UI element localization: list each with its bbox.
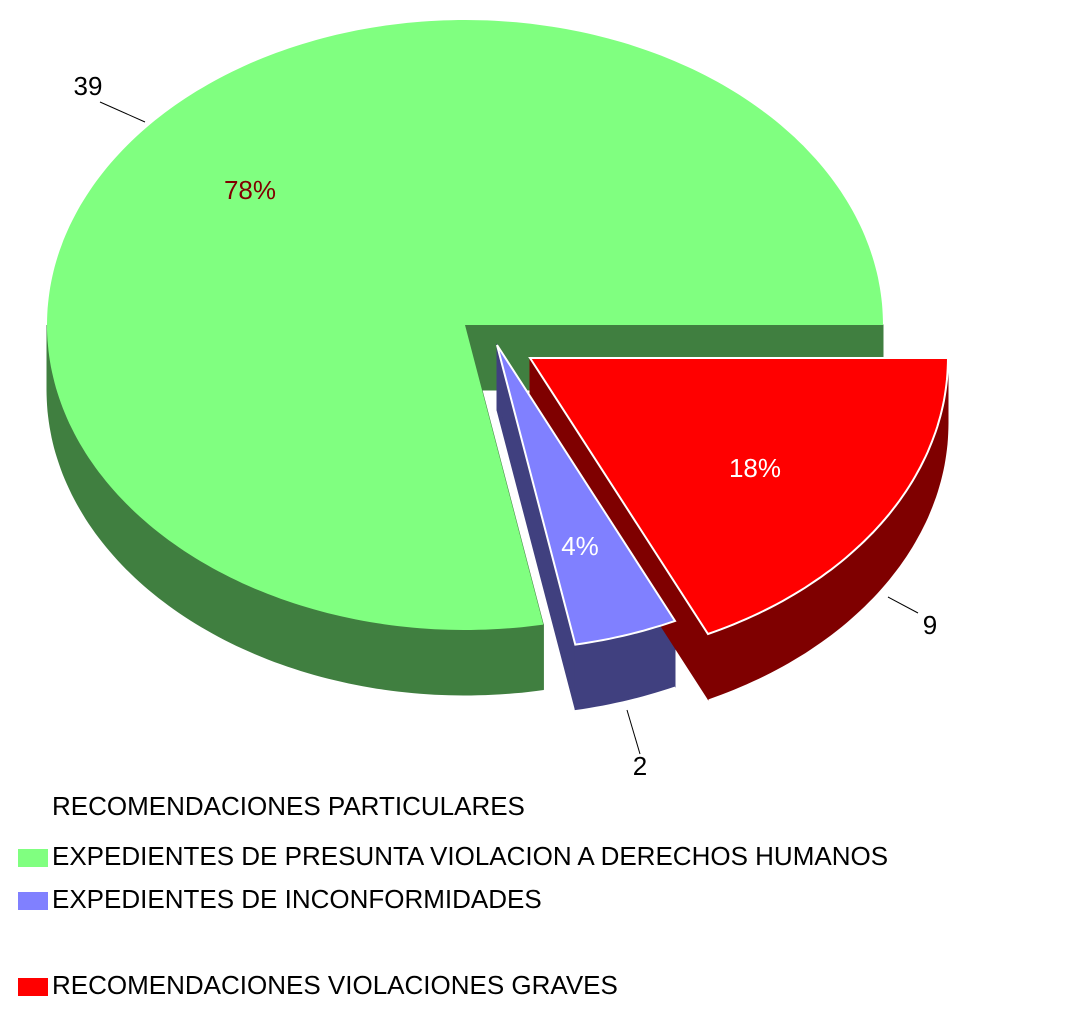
- legend-title: RECOMENDACIONES PARTICULARES: [52, 791, 525, 821]
- leader-line: [887, 596, 919, 614]
- value-label: 39: [74, 71, 103, 101]
- percent-label: 4%: [561, 531, 599, 561]
- percent-label: 78%: [224, 175, 276, 205]
- legend-label: EXPEDIENTES DE PRESUNTA VIOLACION A DERE…: [52, 841, 888, 871]
- slice: [47, 20, 883, 630]
- value-label: 9: [923, 610, 937, 640]
- slice-wall: [46, 324, 544, 696]
- slice: [496, 344, 677, 646]
- legend-swatch: [18, 978, 48, 996]
- slice: [528, 357, 950, 636]
- leader-line: [99, 101, 146, 123]
- legend-label: EXPEDIENTES DE INCONFORMIDADES: [52, 884, 542, 914]
- percent-label: 18%: [729, 453, 781, 483]
- pie-tops: [47, 20, 950, 646]
- legend-swatch: [18, 892, 48, 910]
- leader-line: [626, 709, 641, 755]
- legend-swatch: [18, 849, 48, 867]
- legend-label: RECOMENDACIONES VIOLACIONES GRAVES: [52, 970, 618, 1000]
- value-label: 2: [633, 751, 647, 781]
